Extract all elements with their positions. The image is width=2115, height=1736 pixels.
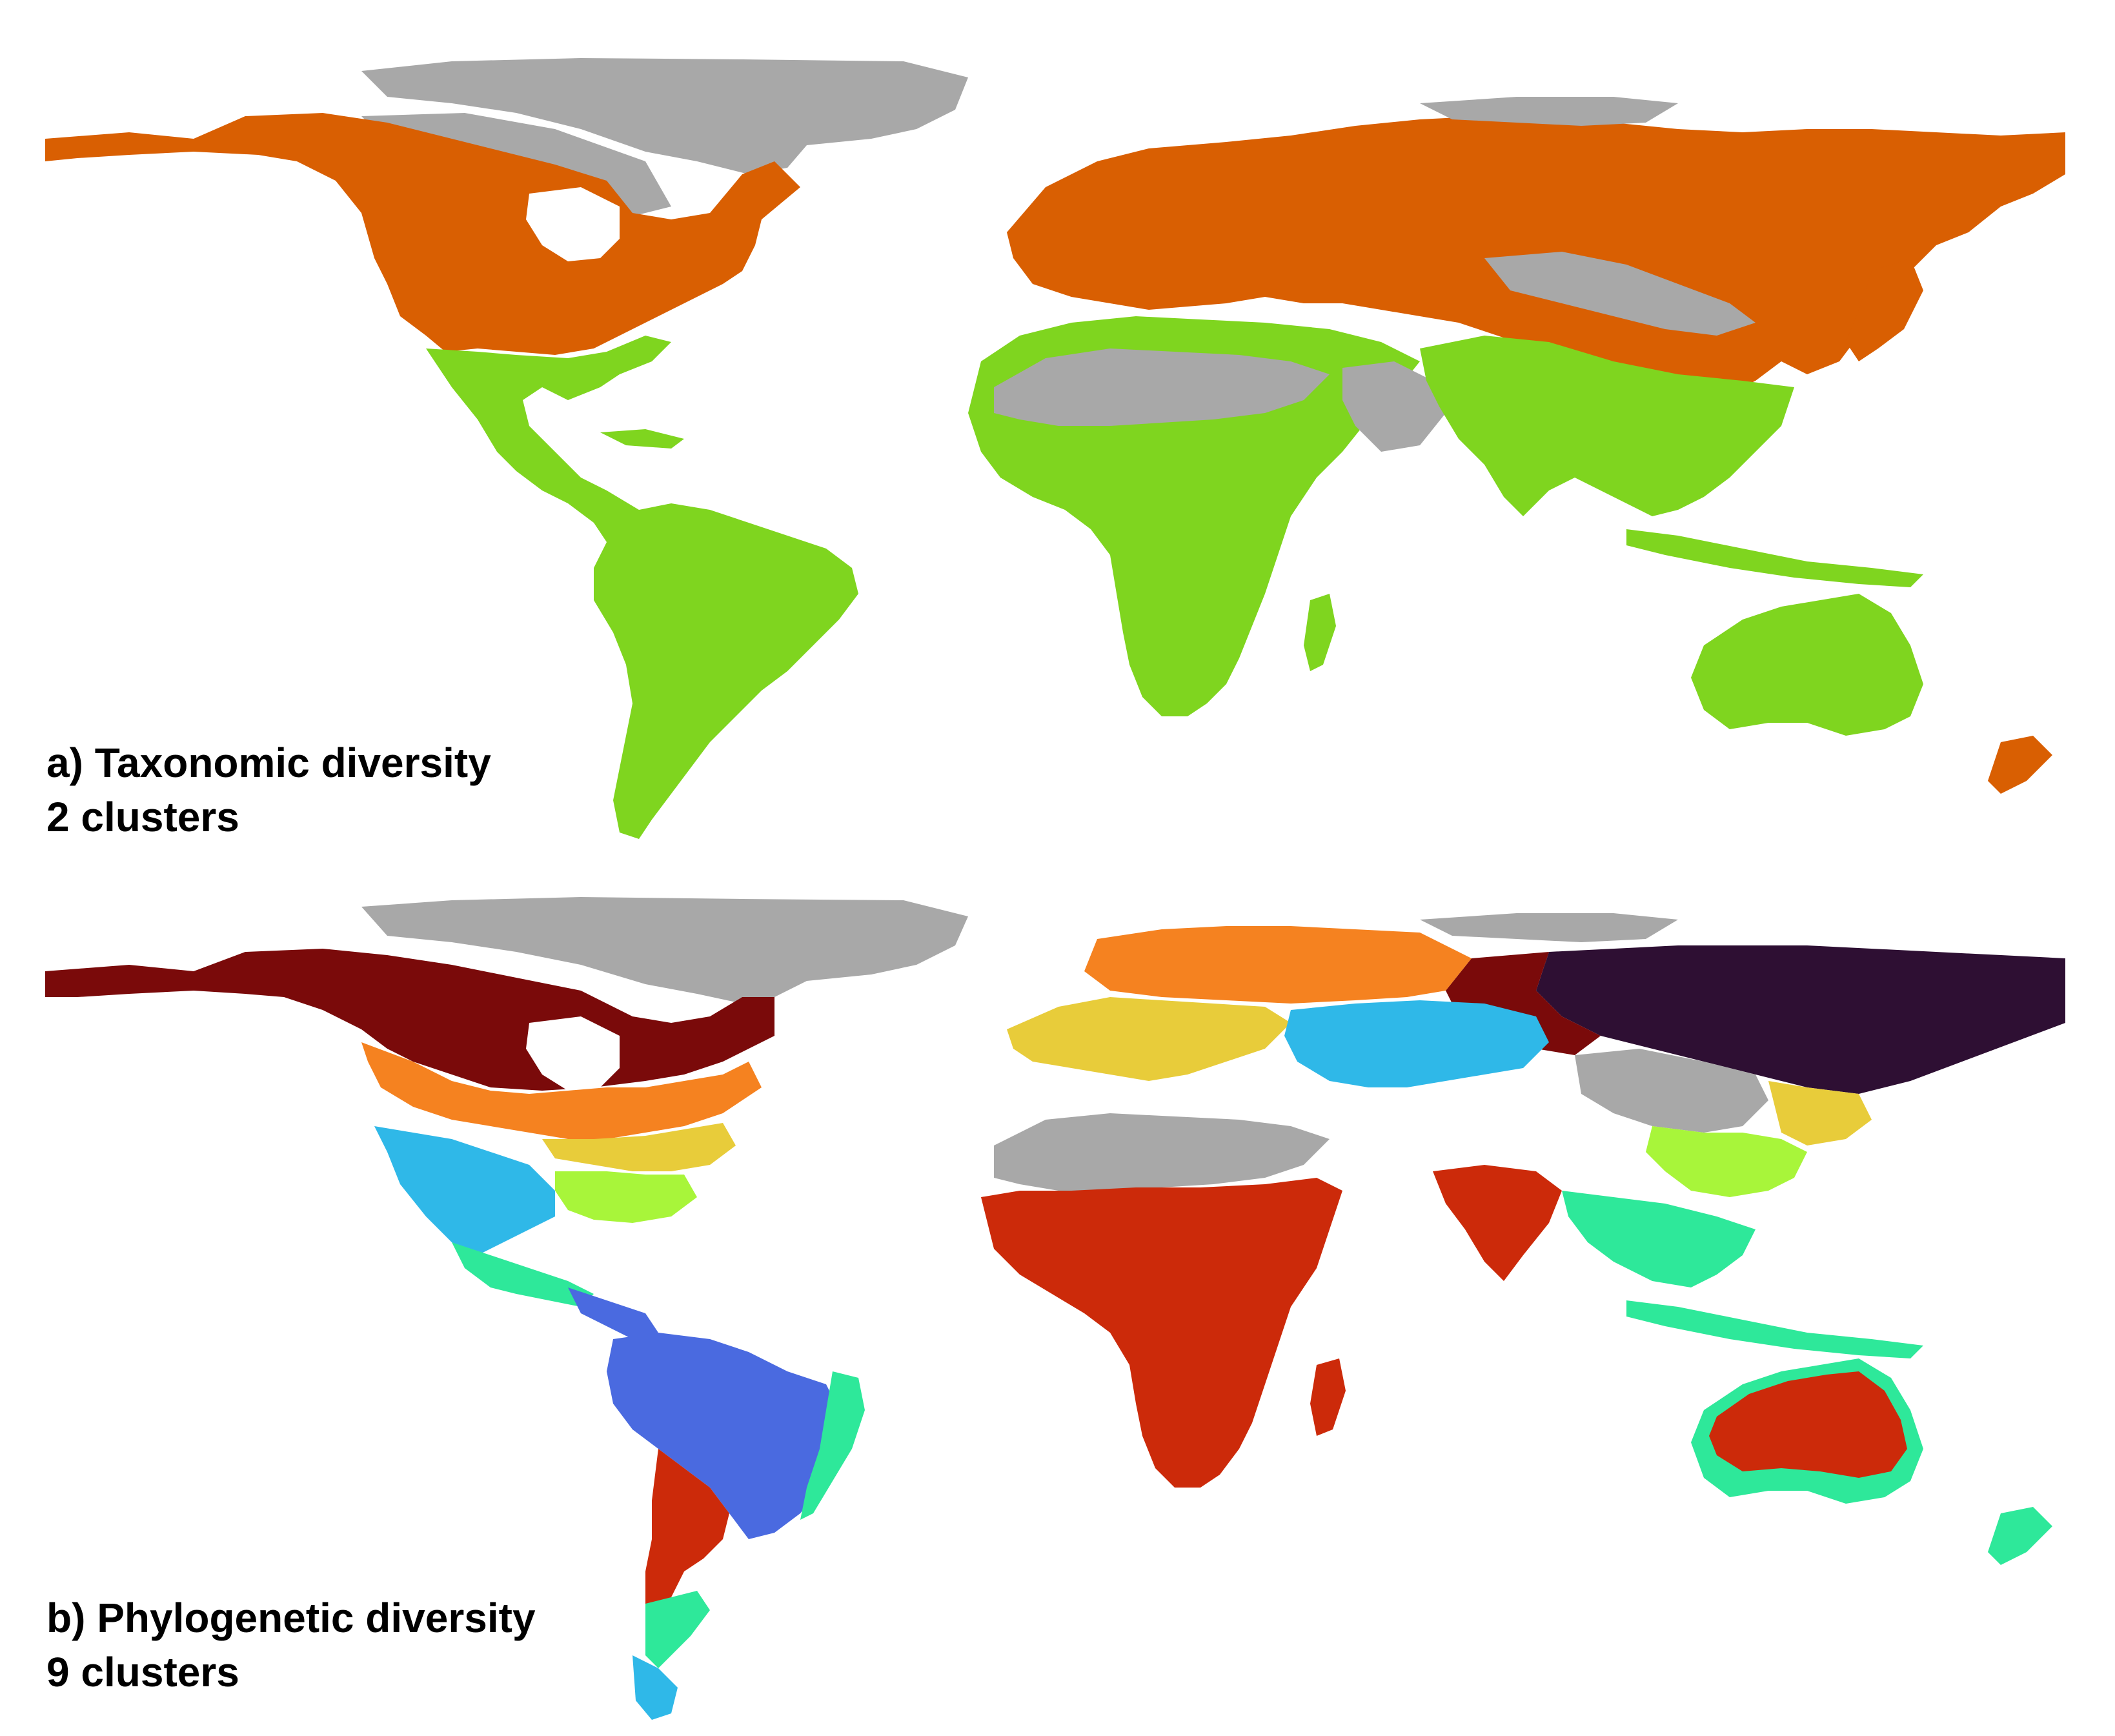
panel-phylogenetic-diversity: b) Phylogenetic diversity 9 clusters	[0, 868, 2115, 1736]
greenland-region-b	[361, 897, 968, 1004]
hudson-bay-b	[526, 1016, 620, 1091]
western-us-blue-b	[374, 1126, 555, 1255]
amazon-blue-b	[607, 1333, 839, 1539]
sahara-region	[994, 348, 1330, 426]
caribbean-islands	[600, 429, 684, 449]
japan-region-a	[1846, 258, 1923, 361]
indonesia-region-a	[1626, 529, 1923, 587]
hudson-bay	[526, 187, 620, 261]
map-phylogenetic	[45, 897, 2065, 1720]
americas-south-region-a	[426, 336, 858, 839]
india-red-b	[1433, 1165, 1562, 1281]
siberia-arctic-region	[1420, 97, 1678, 126]
mexico-teal-b	[452, 1242, 594, 1307]
north-america-region-a	[45, 113, 800, 355]
panel-b-clusters: 9 clusters	[46, 1649, 239, 1695]
north-africa-gray-b	[994, 1113, 1330, 1191]
central-america-blue-b	[568, 1287, 658, 1339]
patagonia-blue-b	[632, 1655, 678, 1720]
africa-red-b	[981, 1178, 1342, 1488]
australia-region-a	[1691, 594, 1923, 736]
panel-a-caption: a) Taxonomic diversity 2 clusters	[46, 736, 491, 844]
greenland-region	[361, 58, 968, 174]
madagascar-red-b	[1310, 1358, 1346, 1436]
eurasia-arctic-gray-b	[1420, 913, 1678, 942]
southeast-us-lime-b	[555, 1171, 697, 1223]
europe-yellow-b	[1007, 997, 1291, 1081]
europe-orange-b	[1084, 926, 1472, 1004]
southeast-asia-teal-b	[1562, 1191, 1756, 1287]
north-america-yellow-b	[542, 1123, 736, 1171]
central-asia-region	[1484, 252, 1756, 336]
new-zealand-teal-b	[1988, 1507, 2052, 1565]
panel-b-title: b) Phylogenetic diversity	[46, 1595, 536, 1641]
andes-red-b	[645, 1449, 729, 1617]
central-asia-blue-b	[1284, 1000, 1549, 1087]
map-taxonomic	[45, 58, 2065, 839]
panel-a-title: a) Taxonomic diversity	[46, 740, 491, 786]
mongolia-gray-b	[1575, 1049, 1768, 1133]
madagascar-region	[1304, 594, 1336, 671]
brazil-coast-teal-b	[800, 1371, 865, 1520]
south-asia-region-a	[1420, 336, 1794, 516]
panel-taxonomic-diversity: a) Taxonomic diversity 2 clusters	[45, 58, 2065, 844]
panel-b-caption: b) Phylogenetic diversity 9 clusters	[46, 1591, 536, 1699]
china-lime-b	[1646, 1126, 1807, 1197]
siberia-purple-b	[1536, 945, 2065, 1094]
east-asia-yellow-b	[1768, 1081, 1872, 1146]
patagonia-teal-b	[645, 1591, 710, 1668]
australia-red-b	[1709, 1371, 1907, 1478]
new-zealand-region-a	[1988, 736, 2052, 794]
arabia-region	[1342, 361, 1446, 452]
north-america-orange-b	[361, 1042, 762, 1139]
indonesia-teal-b	[1626, 1300, 1923, 1358]
panel-a-clusters: 2 clusters	[46, 794, 239, 840]
